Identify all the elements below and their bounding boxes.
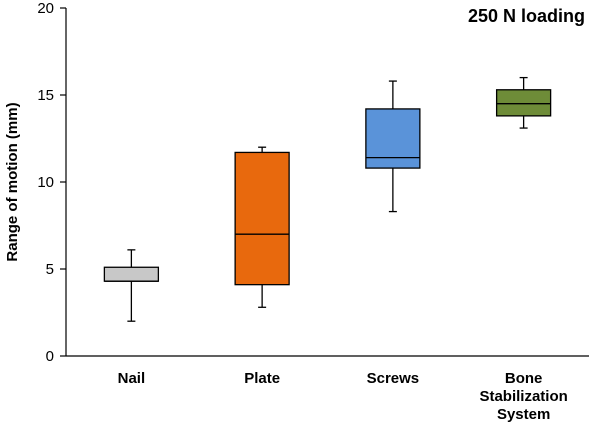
x-category-label-line: Bone — [505, 370, 543, 387]
x-category-label: Nail — [118, 370, 146, 387]
box-group — [495, 76, 552, 129]
x-category-label: Screws — [367, 370, 420, 387]
x-category-label-line: Screws — [367, 370, 420, 387]
x-axis-labels: Nail Plate Screws Bone Stabilization System — [118, 370, 568, 423]
x-category-label-line: Nail — [118, 370, 146, 387]
box — [365, 108, 421, 169]
box-group — [103, 249, 160, 322]
x-category-label-line: Plate — [244, 370, 280, 387]
y-tick-label: 20 — [37, 0, 54, 17]
box — [103, 266, 160, 282]
box — [234, 151, 290, 286]
box-group — [234, 146, 290, 308]
y-axis-ticks: 0 5 10 15 20 — [37, 0, 66, 365]
y-tick-label: 10 — [37, 174, 54, 191]
y-axis-title: Range of motion (mm) — [4, 102, 21, 261]
chart-title: 250 N loading — [468, 6, 585, 26]
box — [495, 89, 552, 117]
box-group — [365, 80, 421, 213]
x-category-label: Bone Stabilization System — [479, 370, 567, 423]
x-category-label-line: System — [497, 406, 550, 423]
y-tick-label: 15 — [37, 87, 54, 104]
y-tick-label: 5 — [46, 261, 54, 278]
x-category-label-line: Stabilization — [479, 388, 567, 405]
y-tick-label: 0 — [46, 348, 54, 365]
x-category-label: Plate — [244, 370, 280, 387]
boxes — [103, 76, 552, 322]
